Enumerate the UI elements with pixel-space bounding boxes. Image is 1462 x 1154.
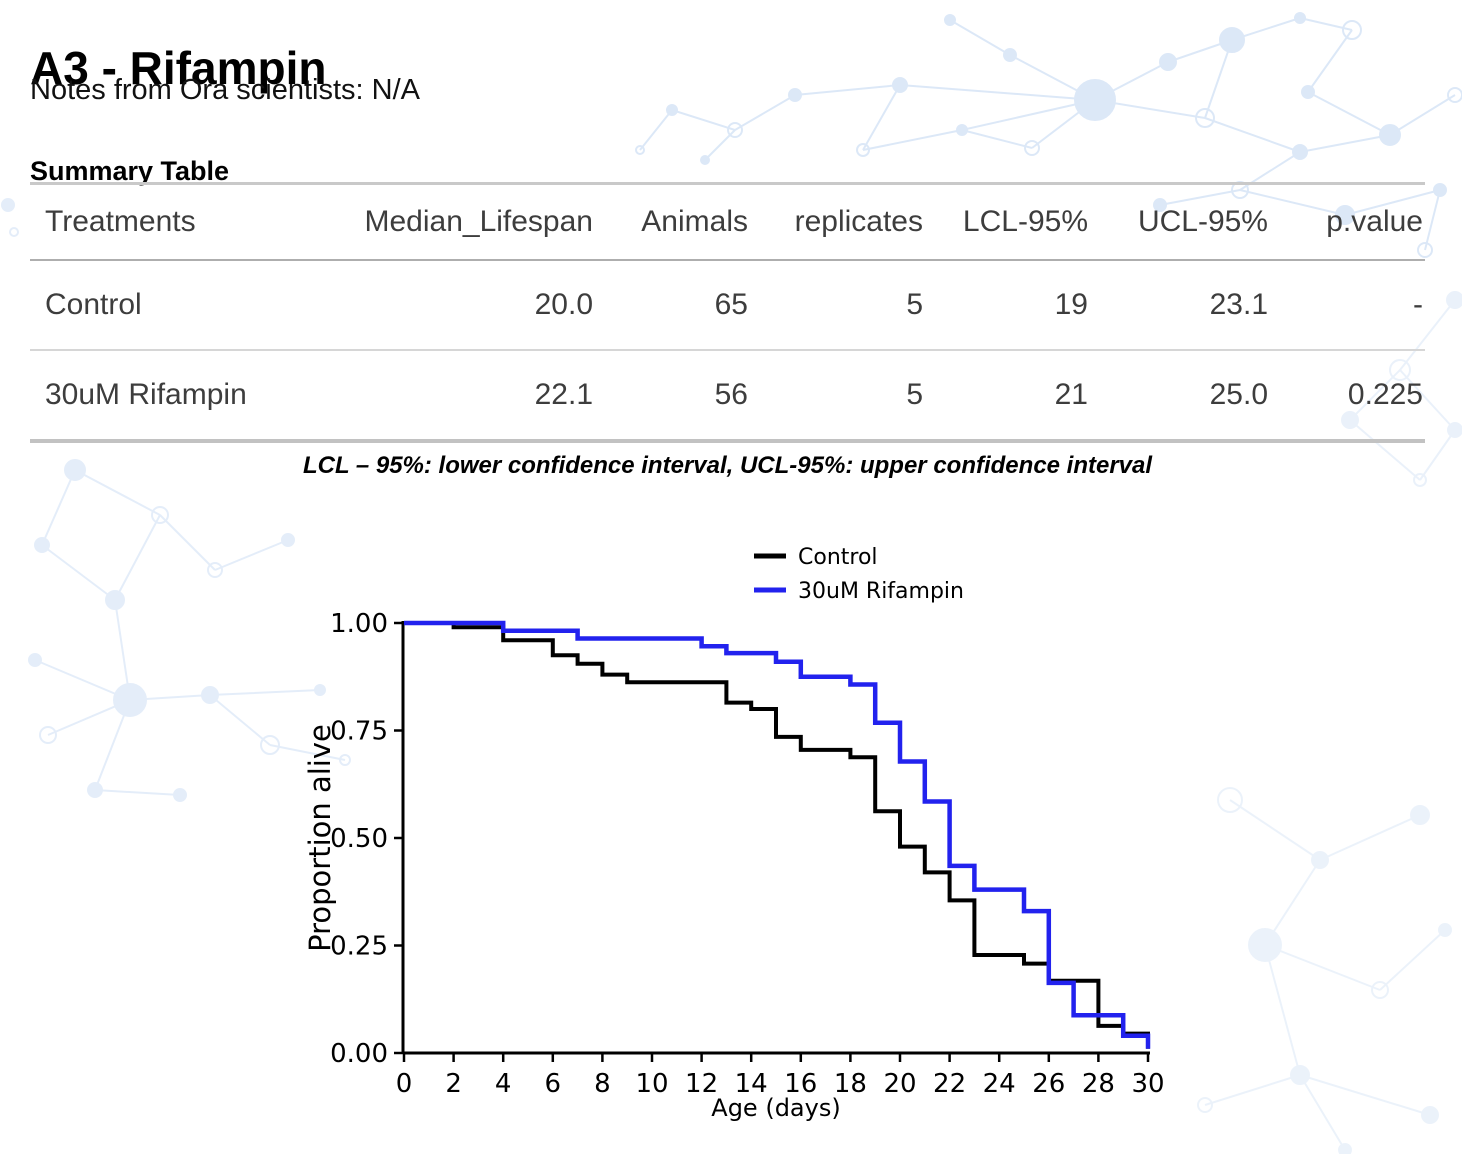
value-cell: 21 bbox=[925, 350, 1090, 443]
x-tick-label: 12 bbox=[685, 1069, 718, 1099]
column-header: p.value bbox=[1270, 183, 1425, 261]
chart-axes: 0.000.250.500.751.000 2 4 6 8 10 12 14 16 18 20 22 2… bbox=[330, 609, 1164, 1099]
page-title: A3 - Rifampin bbox=[30, 41, 327, 94]
value-cell: 56 bbox=[595, 350, 750, 443]
value-cell: 5 bbox=[750, 350, 925, 443]
rifampin-curve bbox=[404, 620, 1151, 1049]
x-tick-label: 10 bbox=[635, 1069, 668, 1099]
table-header-row: Treatments Median_Lifespan Animals replicat… bbox=[30, 183, 1425, 261]
column-header: UCL-95% bbox=[1090, 183, 1270, 261]
value-cell: 65 bbox=[595, 260, 750, 351]
column-header: replicates bbox=[750, 183, 925, 261]
x-tick-label: 14 bbox=[735, 1069, 768, 1099]
table-row: Control 20.0 65 5 19 23.1- bbox=[30, 260, 1425, 351]
x-tick-label: 20 bbox=[883, 1069, 916, 1099]
column-header: Animals bbox=[595, 183, 750, 261]
x-tick-label: 8 bbox=[594, 1069, 611, 1099]
legend-label-rifampin: 30uM Rifampin bbox=[798, 579, 964, 604]
x-tick-label: 28 bbox=[1082, 1069, 1115, 1099]
y-tick-label: 0.00 bbox=[330, 1039, 388, 1069]
y-tick-label: 0.50 bbox=[330, 824, 388, 854]
x-tick-label: 26 bbox=[1032, 1069, 1065, 1099]
x-tick-label: 6 bbox=[545, 1069, 562, 1099]
table-row: 30uM Rifampin 22.1 56 5 21 25.0 0.225 bbox=[30, 350, 1425, 443]
column-header: Median_Lifespan bbox=[305, 183, 595, 261]
value-cell: 25.0 bbox=[1090, 350, 1270, 443]
x-tick-label: 18 bbox=[834, 1069, 867, 1099]
x-tick-label: 0 bbox=[396, 1069, 413, 1099]
y-tick-label: 1.00 bbox=[330, 609, 388, 639]
x-tick-label: 16 bbox=[784, 1069, 817, 1099]
x-tick-label: 24 bbox=[983, 1069, 1016, 1099]
value-cell: 22.1 bbox=[305, 350, 595, 443]
treatment-cell: Control bbox=[30, 260, 305, 351]
column-header: LCL-95% bbox=[925, 183, 1090, 261]
molecule-cluster-left bbox=[1, 198, 351, 802]
summary-table: Treatments Median_Lifespan Animals replicat… bbox=[30, 182, 1425, 443]
x-tick-label: 22 bbox=[933, 1069, 966, 1099]
treatment-cell: 30uM Rifampin bbox=[30, 350, 305, 443]
x-tick-label: 2 bbox=[445, 1069, 462, 1099]
value-cell: 5 bbox=[750, 260, 925, 351]
notes-text: Notes from Ora scientists: N/A bbox=[30, 74, 420, 106]
chart-legend: Control 30uM Rifampin bbox=[754, 545, 964, 604]
y-axis-label: Proportion alive bbox=[303, 724, 337, 952]
molecule-cluster-bottom-right bbox=[1197, 787, 1452, 1154]
x-axis-label: Age (days) bbox=[711, 1094, 840, 1122]
control-curve bbox=[404, 621, 1150, 1049]
value-cell: - bbox=[1270, 260, 1425, 351]
chart-curves bbox=[404, 620, 1151, 1049]
survival-chart: Control 30uM Rifampin 0.00 0.25 0.50 0.75 1.… bbox=[290, 520, 1180, 1135]
legend-label-control: Control bbox=[798, 545, 878, 570]
y-tick-label: 0.25 bbox=[330, 932, 388, 962]
x-tick-label: 30 bbox=[1131, 1069, 1164, 1099]
value-cell: 20.0 bbox=[305, 260, 595, 351]
value-cell: 0.225 bbox=[1270, 350, 1425, 443]
y-tick-label: 0.75 bbox=[330, 717, 388, 747]
summary-table-heading: Summary Table bbox=[30, 156, 230, 187]
table-footnote: LCL – 95%: lower confidence interval, UC… bbox=[302, 452, 1153, 479]
column-header: Treatments bbox=[30, 183, 305, 261]
value-cell: 23.1 bbox=[1090, 260, 1270, 351]
x-tick-label: 4 bbox=[495, 1069, 512, 1099]
value-cell: 19 bbox=[925, 260, 1090, 351]
